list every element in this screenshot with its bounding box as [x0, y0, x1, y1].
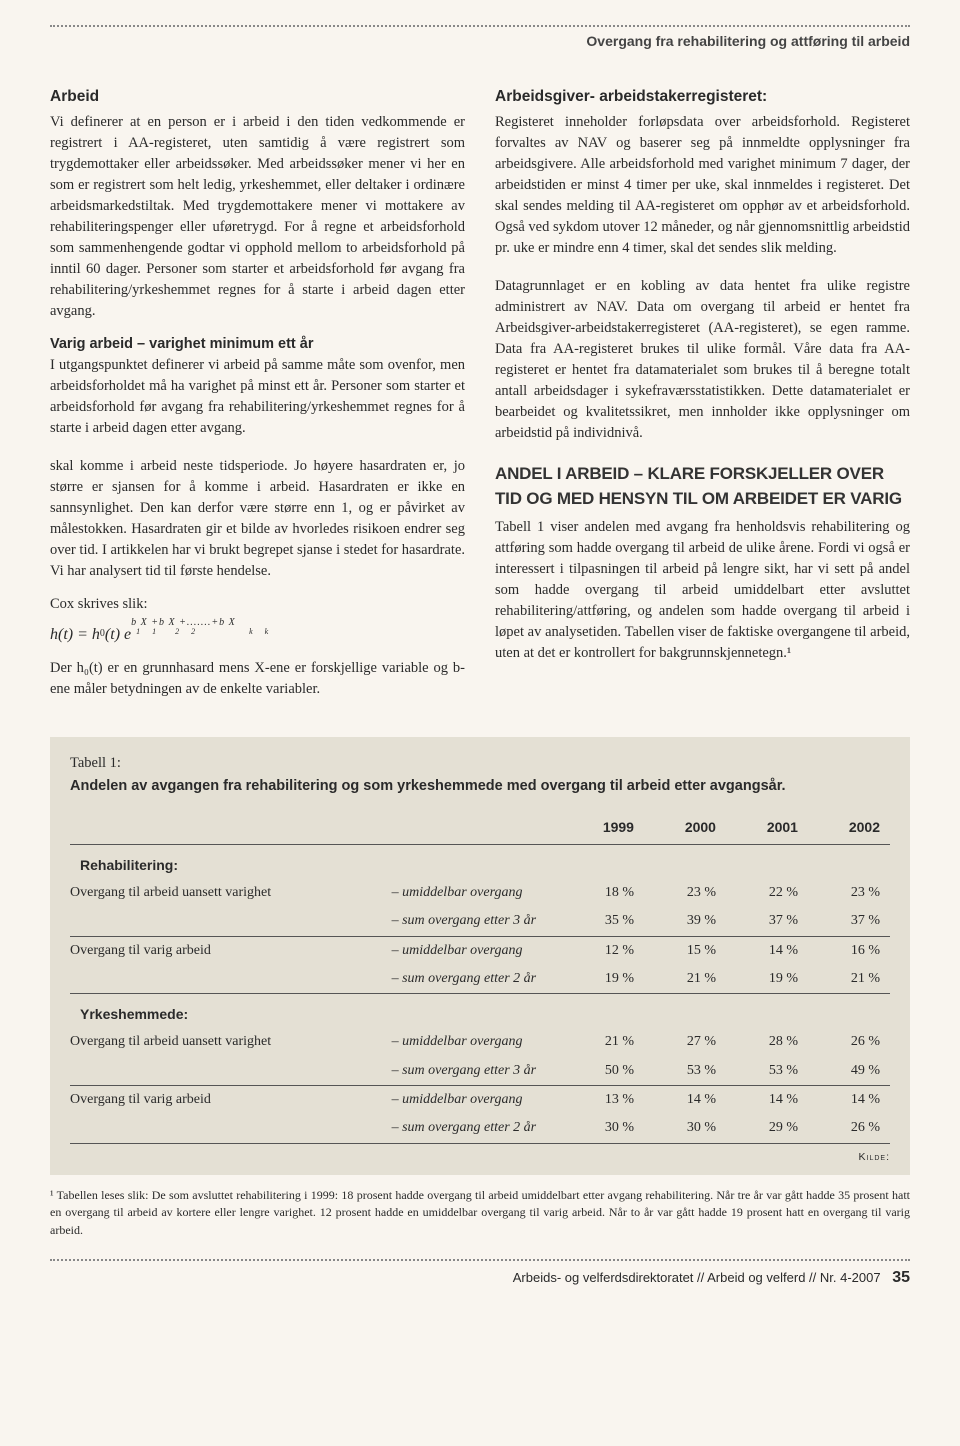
table-row: Overgang til varig arbeid– umiddelbar ov… — [70, 1086, 890, 1115]
cell-value: 27 % — [644, 1028, 726, 1056]
cell-value: 14 % — [808, 1086, 890, 1115]
cell-value: 49 % — [808, 1057, 890, 1086]
row-label: Overgang til arbeid uansett varighet — [70, 1028, 382, 1056]
table-1-box: Tabell 1: Andelen av avgangen fra rehabi… — [50, 737, 910, 1175]
cell-value: 53 % — [644, 1057, 726, 1086]
cell-value: 23 % — [808, 879, 890, 907]
col-2001: 2001 — [726, 811, 808, 844]
row-label: Overgang til arbeid uansett varighet — [70, 879, 382, 907]
cell-value: 14 % — [726, 936, 808, 965]
row-sublabel: – sum overgang etter 3 år — [382, 1057, 562, 1086]
cell-value: 26 % — [808, 1114, 890, 1143]
box-title-register: Arbeidsgiver- arbeidstakerregisteret: — [495, 86, 910, 108]
cell-value: 29 % — [726, 1114, 808, 1143]
cell-value: 37 % — [808, 907, 890, 936]
tabell1-intro-para: Tabell 1 viser andelen med avgang fra he… — [495, 517, 910, 664]
table-group-label: Yrkeshemmede: — [70, 994, 890, 1029]
two-column-layout: Arbeid Vi definerer at en person er i ar… — [50, 81, 910, 712]
footer-rule — [50, 1259, 910, 1261]
datagrunnlag-para: Datagrunnlaget er en kobling av data hen… — [495, 276, 910, 444]
row-sublabel: – umiddelbar overgang — [382, 936, 562, 965]
cell-value: 19 % — [562, 965, 644, 994]
footer: Arbeids- og velferdsdirektoratet // Arbe… — [50, 1266, 910, 1289]
table-row: – sum overgang etter 2 år19 %21 %19 %21 … — [70, 965, 890, 994]
table-1: 1999 2000 2001 2002 Rehabilitering:Overg… — [70, 811, 890, 1143]
table-row: Overgang til varig arbeid– umiddelbar ov… — [70, 936, 890, 965]
cell-value: 35 % — [562, 907, 644, 936]
table-header-row: 1999 2000 2001 2002 — [70, 811, 890, 844]
cell-value: 18 % — [562, 879, 644, 907]
cell-value: 14 % — [644, 1086, 726, 1115]
cell-value: 15 % — [644, 936, 726, 965]
cell-value: 30 % — [644, 1114, 726, 1143]
table-row: Overgang til arbeid uansett varighet– um… — [70, 1028, 890, 1056]
right-column: Arbeidsgiver- arbeidstakerregisteret: Re… — [495, 81, 910, 712]
header-rule — [50, 25, 910, 27]
cox-explain-para: Der h₀(t) er en grunnhasard mens X-ene e… — [50, 658, 465, 700]
cox-label: Cox skrives slik: — [50, 594, 465, 615]
section-heading-andel: ANDEL I ARBEID – KLARE FORSKJELLER OVER … — [495, 462, 910, 511]
page-running-title: Overgang fra rehabilitering og attføring… — [50, 31, 910, 51]
arbeid-para-1: Vi definerer at en person er i arbeid i … — [50, 112, 465, 322]
row-sublabel: – umiddelbar overgang — [382, 879, 562, 907]
cell-value: 12 % — [562, 936, 644, 965]
table-footnote: ¹ Tabellen leses slik: De som avsluttet … — [50, 1187, 910, 1239]
cell-value: 53 % — [726, 1057, 808, 1086]
hasardrate-para: skal komme i arbeid neste tidsperiode. J… — [50, 456, 465, 582]
varig-para: I utgangspunktet definerer vi arbeid på … — [50, 355, 465, 439]
footer-publication: Arbeids- og velferdsdirektoratet // Arbe… — [513, 1270, 881, 1285]
row-sublabel: – sum overgang etter 3 år — [382, 907, 562, 936]
col-1999: 1999 — [562, 811, 644, 844]
cell-value: 14 % — [726, 1086, 808, 1115]
table-1-caption: Andelen av avgangen fra rehabilitering o… — [70, 776, 890, 797]
row-label: Overgang til varig arbeid — [70, 1086, 382, 1115]
table-row: – sum overgang etter 3 år50 %53 %53 %49 … — [70, 1057, 890, 1086]
cell-value: 21 % — [562, 1028, 644, 1056]
row-label — [70, 907, 382, 936]
cell-value: 19 % — [726, 965, 808, 994]
left-column: Arbeid Vi definerer at en person er i ar… — [50, 81, 465, 712]
row-sublabel: – sum overgang etter 2 år — [382, 1114, 562, 1143]
cell-value: 21 % — [644, 965, 726, 994]
cell-value: 21 % — [808, 965, 890, 994]
cell-value: 50 % — [562, 1057, 644, 1086]
table-row: Overgang til arbeid uansett varighet– um… — [70, 879, 890, 907]
table-source-label: Kilde: — [70, 1144, 890, 1165]
row-label — [70, 965, 382, 994]
cell-value: 39 % — [644, 907, 726, 936]
row-label — [70, 1114, 382, 1143]
cell-value: 30 % — [562, 1114, 644, 1143]
table-row: – sum overgang etter 2 år30 %30 %29 %26 … — [70, 1114, 890, 1143]
row-sublabel: – umiddelbar overgang — [382, 1086, 562, 1115]
varig-subhead: Varig arbeid – varighet minimum ett år — [50, 334, 465, 355]
definition-box-register: Arbeidsgiver- arbeidstakerregisteret: Re… — [495, 81, 910, 276]
register-para: Registeret inneholder forløpsdata over a… — [495, 112, 910, 259]
footer-page-number: 35 — [892, 1269, 910, 1286]
cell-value: 37 % — [726, 907, 808, 936]
cell-value: 23 % — [644, 879, 726, 907]
row-sublabel: – sum overgang etter 2 år — [382, 965, 562, 994]
col-2002: 2002 — [808, 811, 890, 844]
cox-formula: h(t) = h0(t) e b X +b X +.......+b X 1 1… — [50, 623, 465, 646]
table-1-label: Tabell 1: — [70, 753, 890, 774]
row-sublabel: – umiddelbar overgang — [382, 1028, 562, 1056]
row-label: Overgang til varig arbeid — [70, 936, 382, 965]
row-label — [70, 1057, 382, 1086]
col-2000: 2000 — [644, 811, 726, 844]
definition-box-arbeid: Arbeid Vi definerer at en person er i ar… — [50, 81, 465, 456]
cell-value: 13 % — [562, 1086, 644, 1115]
cell-value: 26 % — [808, 1028, 890, 1056]
table-row: – sum overgang etter 3 år35 %39 %37 %37 … — [70, 907, 890, 936]
table-group-label: Rehabilitering: — [70, 844, 890, 879]
cell-value: 28 % — [726, 1028, 808, 1056]
cell-value: 22 % — [726, 879, 808, 907]
cell-value: 16 % — [808, 936, 890, 965]
box-title-arbeid: Arbeid — [50, 86, 465, 108]
